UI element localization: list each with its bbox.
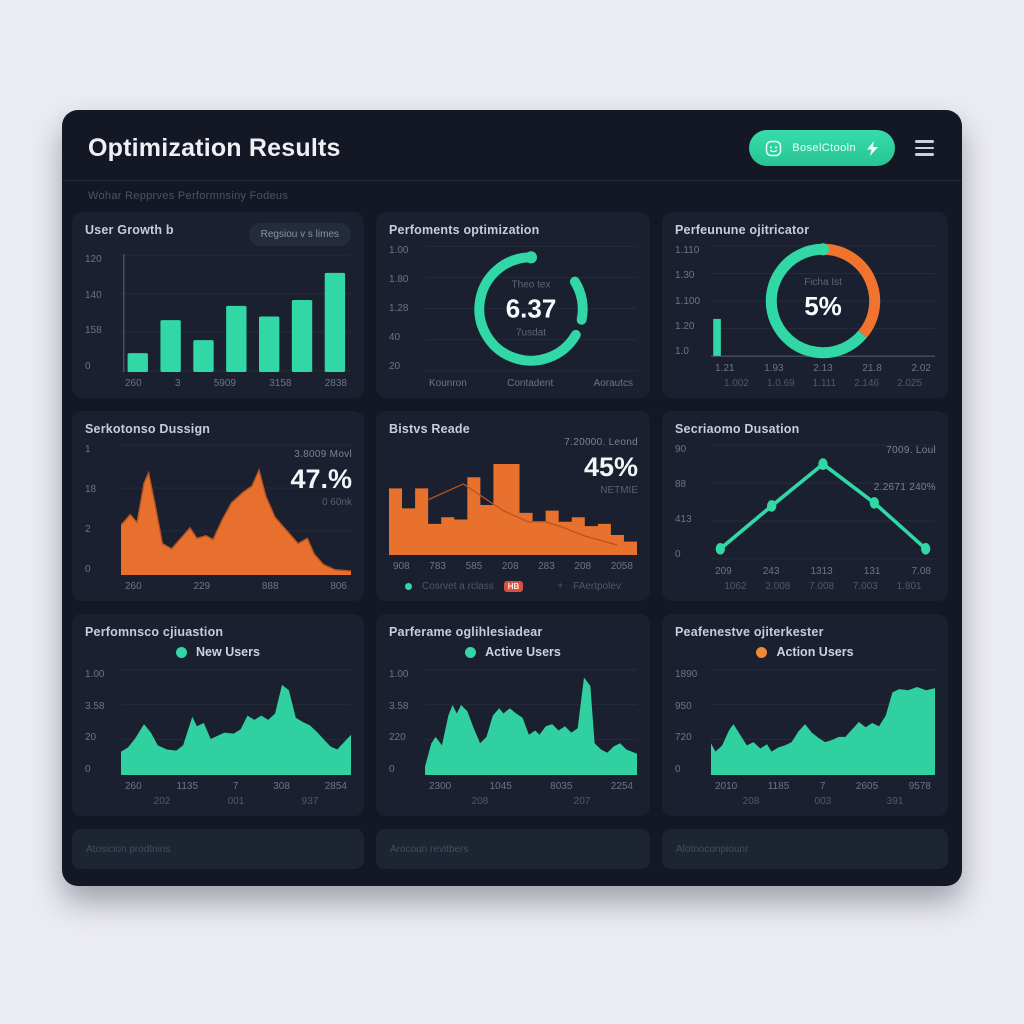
donut-value: 5% [804, 291, 842, 321]
area-chart: 1 18 2 0 [85, 444, 351, 575]
legend-label: Cosrvet a rclass [422, 581, 494, 592]
footer-field-1[interactable]: Atosicion prodtnins [72, 829, 364, 869]
stat-subcaption: NETMIE [600, 485, 638, 496]
gauge-label-bottom: 7usdat [515, 327, 547, 338]
card-session-orange: Serkotonso Dussign 1 18 2 0 260 229 888 806 3.… [72, 411, 364, 601]
step-area-chart [389, 444, 637, 555]
stat-subcaption: 2.2671 240% [873, 482, 936, 493]
x-axis-labels: 908 783 585 208 283 208 2058 [393, 561, 633, 572]
card-grid: User Growth b Regsiou v s limes 120 140 15… [62, 204, 962, 881]
y-axis-labels: 1890 950 720 0 [675, 669, 698, 775]
y-axis-labels: 1.00 3.58 20 0 [85, 669, 105, 775]
stat-overlay: 3.8009 Movl 47.% 0 60nk [290, 449, 352, 508]
header: Optimization Results BoselCtooln [62, 110, 962, 181]
chat-icon [765, 140, 782, 157]
card-active-users: Parferame oglihlesiadear Active Users 1.… [376, 614, 650, 816]
card-title: Serkotonso Dussign [85, 422, 211, 436]
card-title: Parferame oglihlesiadear [389, 625, 543, 639]
y-axis-labels: 90 88 413 0 [675, 444, 692, 560]
bar-chart: 120 140 158 0 [85, 254, 351, 372]
chart-legend: Cosrvet a rclass HB + FAertpolev [389, 572, 637, 592]
x-axis-labels-2: 1.002 1.0.69 1.111 2.146 2.025 [723, 378, 923, 389]
menu-icon[interactable] [911, 136, 938, 159]
stat-caption: 3.8009 Movl [294, 449, 352, 460]
donut-label-top: Ficha Ist [804, 277, 842, 288]
legend-dot-teal [405, 583, 413, 590]
footer-field-3[interactable]: Alotnoconpiounr [662, 829, 948, 869]
card-new-users: Perfomnsco cjiuastion New Users 1.00 3.58… [72, 614, 364, 816]
card-session-line: Secriaomo Dusation 90 88 413 0 209 243 1313 13… [662, 411, 948, 601]
chart-legend: New Users [85, 639, 351, 661]
gauge-ring [465, 243, 597, 375]
card-gauge: Perfoments optimization 1.00 1.80 1.28 40 20… [376, 212, 650, 398]
chart-legend: Action Users [675, 639, 935, 661]
page-subtitle: Wohar Repprves Performnsiny Fodeus [88, 190, 289, 202]
gauge-chart: 1.00 1.80 1.28 40 20 Theo tex 6.37 7usdat [389, 245, 637, 372]
legend-badge: HB [503, 581, 524, 592]
stat-subcaption: 0 60nk [321, 497, 352, 508]
legend-dot [756, 646, 768, 658]
stat-caption: 7009. Loul [886, 445, 936, 456]
x-axis-labels: Kounron Contadent Aorautcs [429, 378, 633, 389]
legend-label: Action Users [776, 645, 854, 659]
stat-overlay: 7.20000. Leond 45% NETMIE [564, 437, 638, 496]
x-axis-labels: 260 229 888 806 [125, 581, 347, 592]
legend-dot [176, 646, 188, 658]
line-chart: 90 88 413 0 [675, 444, 935, 560]
card-title: Perfeunune ojitricator [675, 223, 810, 237]
primary-action-label: BoselCtooln [792, 142, 856, 154]
x-axis-labels-2: 202 001 937 [153, 796, 319, 807]
legend-marker: + [557, 581, 564, 592]
donut-chart: 1.110 1.30 1.100 1.20 1.0 Ficha Ist 5% [675, 243, 935, 359]
bolt-icon [866, 140, 879, 156]
chart-filter-pill[interactable]: Regsiou v s limes [248, 223, 351, 246]
y-axis-labels: 1.00 1.80 1.28 40 20 [389, 245, 409, 372]
x-axis-labels: 260 3 5909 3158 2838 [125, 378, 347, 389]
stat-overlay: 7009. Loul 2.2671 240% [874, 445, 936, 493]
card-title: Perfoments optimization [389, 223, 540, 237]
stat-value: 47.% [290, 464, 352, 494]
stat-value: 45% [583, 452, 638, 482]
gauge-value: 6.37 [505, 293, 557, 323]
card-title: Perfomnsco cjiuastion [85, 625, 224, 639]
y-axis-labels: 1.110 1.30 1.100 1.20 1.0 [675, 245, 701, 357]
stat-caption: 7.20000. Leond [564, 437, 638, 448]
gauge-label-top: Theo tex [511, 279, 551, 290]
footer-field-2[interactable]: Arócoun revitbers [376, 829, 650, 869]
area-chart: 1.00 3.58 220 0 [389, 669, 637, 775]
legend-label: Active Users [485, 645, 561, 659]
dashboard-panel: Optimization Results BoselCtooln Wohar R… [62, 110, 962, 886]
card-title: Peafenestve ojiterkester [675, 625, 824, 639]
legend-label-2: FAertpolev [573, 581, 621, 592]
card-title: Secriaomo Dusation [675, 422, 800, 436]
donut-ring [757, 235, 889, 367]
page-title: Optimization Results [88, 133, 341, 162]
card-title: User Growth b [85, 223, 174, 237]
x-axis-labels-2: 208 003 391 [742, 796, 904, 807]
x-axis-labels-2: 1062 2.008 7.008 7.003 1.801 [724, 581, 922, 592]
x-axis-labels: 260 1135 7 308 2854 [125, 781, 347, 792]
donut-center: Ficha Ist 5% [768, 277, 878, 325]
x-axis-labels: 2300 1045 8035 2254 [429, 781, 633, 792]
y-axis-labels: 1.00 3.58 220 0 [389, 669, 409, 775]
area-chart: 1.00 3.58 20 0 [85, 669, 351, 775]
area-chart: 1890 950 720 0 [675, 669, 935, 775]
x-axis-labels: 1.21 1.93 2.13 21.8 2.02 [715, 363, 931, 374]
gauge-center: Theo tex 6.37 7usdat [476, 279, 586, 338]
card-donut: Perfeunune ojitricator 1.110 1.30 1.100 1.2… [662, 212, 948, 398]
card-user-growth: User Growth b Regsiou v s limes 120 140 15… [72, 212, 364, 398]
card-title: Bistvs Reade [389, 422, 470, 436]
chart-legend: Active Users [389, 639, 637, 661]
y-axis-labels: 1 18 2 0 [85, 444, 97, 575]
y-axis-labels: 120 140 158 0 [85, 254, 102, 372]
card-action-users: Peafenestve ojiterkester Action Users 18… [662, 614, 948, 816]
x-axis-labels-2: 208 207 [471, 796, 591, 807]
primary-action-button[interactable]: BoselCtooln [749, 130, 895, 166]
legend-label: New Users [196, 645, 260, 659]
x-axis-labels: 2010 1185 7 2605 9578 [715, 781, 931, 792]
legend-dot [465, 646, 477, 658]
x-axis-labels: 209 243 1313 131 7.08 [715, 566, 931, 577]
card-usage-orange: Bistvs Reade 908 783 585 208 283 208 2058 Cosr… [376, 411, 650, 601]
